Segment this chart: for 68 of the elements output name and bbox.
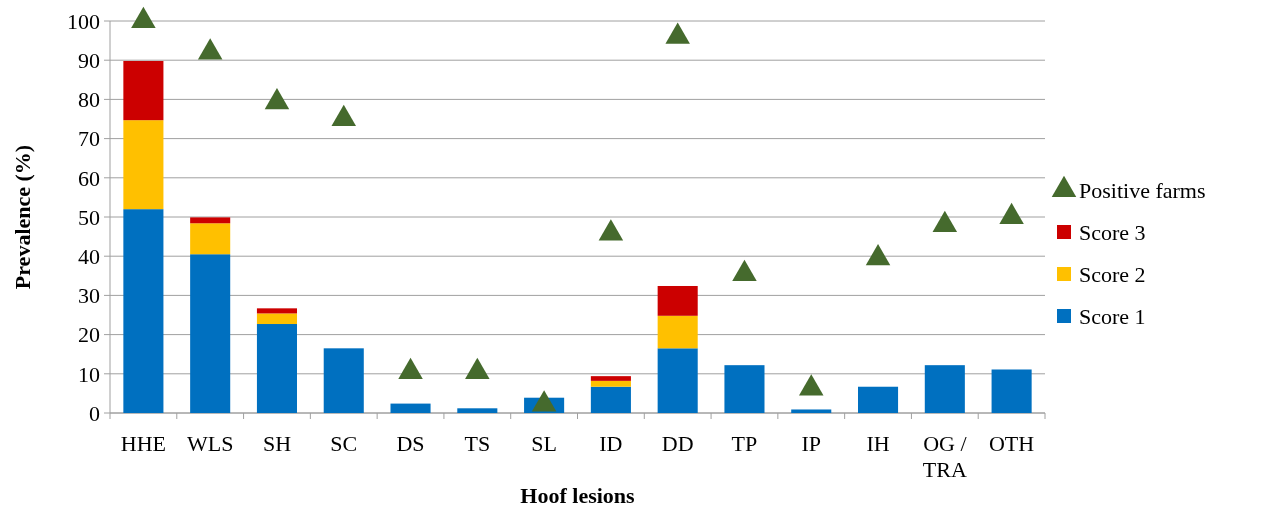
y-tick-label: 60 xyxy=(78,165,100,191)
legend-label: Positive farms xyxy=(1079,177,1206,203)
bar xyxy=(590,386,631,413)
bar xyxy=(590,376,631,381)
point xyxy=(531,390,557,412)
x-tick-label: TS xyxy=(464,431,491,456)
point xyxy=(799,374,824,396)
point xyxy=(999,202,1024,225)
x-tick-label: IH xyxy=(866,431,890,456)
y-tick-label: 50 xyxy=(78,204,100,230)
point xyxy=(865,244,891,266)
x-tick-label: SH xyxy=(262,431,292,456)
y-tick-label: 80 xyxy=(78,87,100,113)
x-tick-label: WLS xyxy=(186,431,234,456)
y-tick-label: 100 xyxy=(67,8,100,34)
x-tick-label: DS xyxy=(396,431,425,456)
x-tick-label: TP xyxy=(731,431,758,456)
point xyxy=(131,6,156,29)
x-axis-title: Hoof lesions xyxy=(520,483,636,508)
bar xyxy=(256,313,297,325)
point xyxy=(197,38,223,60)
bar xyxy=(390,403,431,413)
point xyxy=(331,104,356,127)
bar xyxy=(858,386,899,413)
legend-label: Score 2 xyxy=(1079,261,1146,287)
y-tick-label: 10 xyxy=(78,361,100,387)
y-tick-label: 30 xyxy=(78,283,100,309)
point xyxy=(465,357,490,379)
x-tick-label: OTH xyxy=(989,431,1035,456)
y-tick-label: 20 xyxy=(78,322,100,348)
x-tick-label: IP xyxy=(801,431,822,456)
bar xyxy=(724,365,765,413)
point xyxy=(264,88,290,110)
bar xyxy=(791,409,832,413)
bar xyxy=(991,369,1032,413)
bar xyxy=(190,254,231,413)
y-tick-label: 70 xyxy=(78,126,100,152)
x-tick-label: OG / TRA xyxy=(922,431,968,482)
bar xyxy=(190,217,231,224)
bar xyxy=(190,223,231,255)
x-tick-label: HHE xyxy=(120,431,166,456)
bar xyxy=(657,285,698,316)
bar xyxy=(123,120,164,210)
point xyxy=(732,259,757,281)
bar xyxy=(457,408,498,413)
bar xyxy=(657,315,698,349)
y-tick-label: 90 xyxy=(78,47,100,73)
point xyxy=(398,357,423,379)
x-tick-label: SC xyxy=(330,431,358,456)
x-tick-label: DD xyxy=(661,431,694,456)
y-tick-label: 0 xyxy=(89,400,100,426)
bar xyxy=(590,380,631,387)
bar xyxy=(924,365,965,413)
point xyxy=(665,22,690,44)
point xyxy=(932,210,958,232)
point xyxy=(598,219,624,241)
y-axis-title: Prevalence (%) xyxy=(10,144,35,290)
bar xyxy=(123,60,164,121)
x-tick-label: SL xyxy=(531,431,557,456)
x-tick-label: ID xyxy=(599,431,623,456)
bar xyxy=(657,348,698,413)
y-tick-label: 40 xyxy=(78,243,100,269)
bar xyxy=(323,348,364,413)
bar xyxy=(123,209,164,413)
legend-label: Score 3 xyxy=(1079,219,1146,245)
legend-label: Score 1 xyxy=(1079,303,1146,329)
bar xyxy=(256,324,297,413)
bar xyxy=(256,308,297,314)
